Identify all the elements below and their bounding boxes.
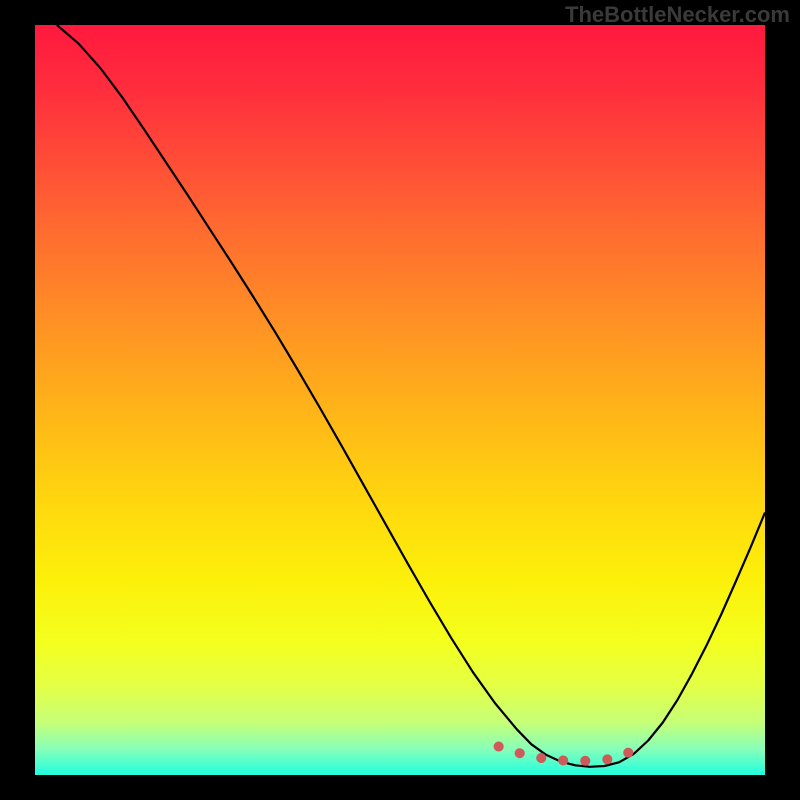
chart-svg xyxy=(0,0,800,800)
plot-border xyxy=(765,0,800,800)
plot-border xyxy=(0,775,800,800)
bottleneck-chart: TheBottleNecker.com xyxy=(0,0,800,800)
plot-background xyxy=(35,25,765,775)
plot-border xyxy=(0,0,35,800)
attribution-label: TheBottleNecker.com xyxy=(565,2,790,28)
